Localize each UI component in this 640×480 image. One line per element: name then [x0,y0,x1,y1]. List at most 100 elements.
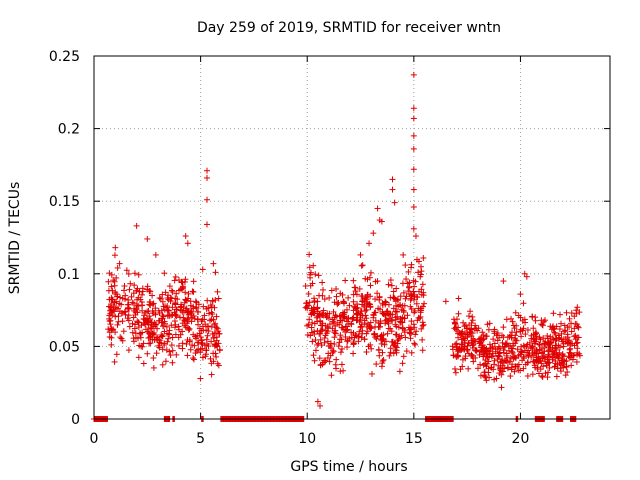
data-point [575,334,582,341]
data-point [121,282,128,289]
data-point [465,313,472,320]
data-point [470,358,477,365]
axis-ticks [93,55,610,420]
data-point [367,282,374,289]
data-point [417,313,424,320]
data-point [415,258,422,265]
data-point [358,292,365,299]
data-point [359,330,366,337]
data-point [391,339,398,346]
data-point [203,336,210,343]
data-point [452,369,459,376]
data-point [372,296,379,303]
data-point [199,354,206,361]
data-point [114,264,121,271]
data-point [420,254,427,261]
data-point [389,317,396,324]
data-point [205,328,212,335]
data-point [120,287,127,294]
data-point [204,297,211,304]
data-point [213,353,220,360]
data-point [340,313,347,320]
data-point [132,330,139,337]
data-point [305,290,312,297]
data-point [146,301,153,308]
data-point [194,308,201,315]
data-point [572,320,579,327]
data-point [355,338,362,345]
data-point [113,304,120,311]
data-point [526,339,533,346]
data-point [144,283,151,290]
data-point [168,295,175,302]
data-point [520,353,527,360]
data-point [129,299,136,306]
data-point [109,296,116,303]
data-point [465,340,472,347]
data-point [502,357,509,364]
data-point [302,283,309,290]
data-point [476,340,483,347]
data-point [536,341,543,348]
data-point [140,340,147,347]
data-point [378,332,385,339]
data-point [520,300,527,307]
data-point [379,337,386,344]
data-point [465,365,472,372]
data-point [189,288,196,295]
data-point [134,309,141,316]
data-point [319,311,326,318]
data-point [204,221,211,228]
data-point [210,260,217,267]
data-point [179,328,186,335]
data-point [204,167,211,174]
data-point [498,371,505,378]
plot-frame [93,55,611,420]
data-point [332,312,339,319]
data-point [125,270,132,277]
data-point [463,346,470,353]
data-point [536,355,543,362]
data-point [548,339,555,346]
data-point [212,350,219,357]
data-point [208,338,215,345]
data-point [306,264,313,271]
data-point [314,341,321,348]
data-point [110,303,117,310]
data-point [408,292,415,299]
data-point [523,273,530,280]
data-point [164,338,171,345]
data-point [397,335,404,342]
data-point [561,358,568,365]
data-point [326,358,333,365]
data-point [532,317,539,324]
data-point [315,272,322,279]
data-point [367,319,374,326]
data-point [540,353,547,360]
x-tick-label: 15 [405,431,423,447]
data-point [107,310,114,317]
data-point [455,324,462,331]
data-point [552,337,559,344]
data-point [413,328,420,335]
data-point [145,329,152,336]
data-point [182,296,189,303]
data-point [131,270,138,277]
data-point [396,368,403,375]
data-point [161,270,168,277]
data-point [476,351,483,358]
data-point [562,335,569,342]
data-point [205,323,212,330]
data-point [545,369,552,376]
data-point [175,342,182,349]
data-point [455,295,462,302]
data-point [175,334,182,341]
data-point [566,339,573,346]
data-point [192,298,199,305]
data-point [139,285,146,292]
data-point [508,315,515,322]
data-point [350,350,357,357]
data-point [208,323,215,330]
data-point [513,329,520,336]
data-point [127,280,134,287]
